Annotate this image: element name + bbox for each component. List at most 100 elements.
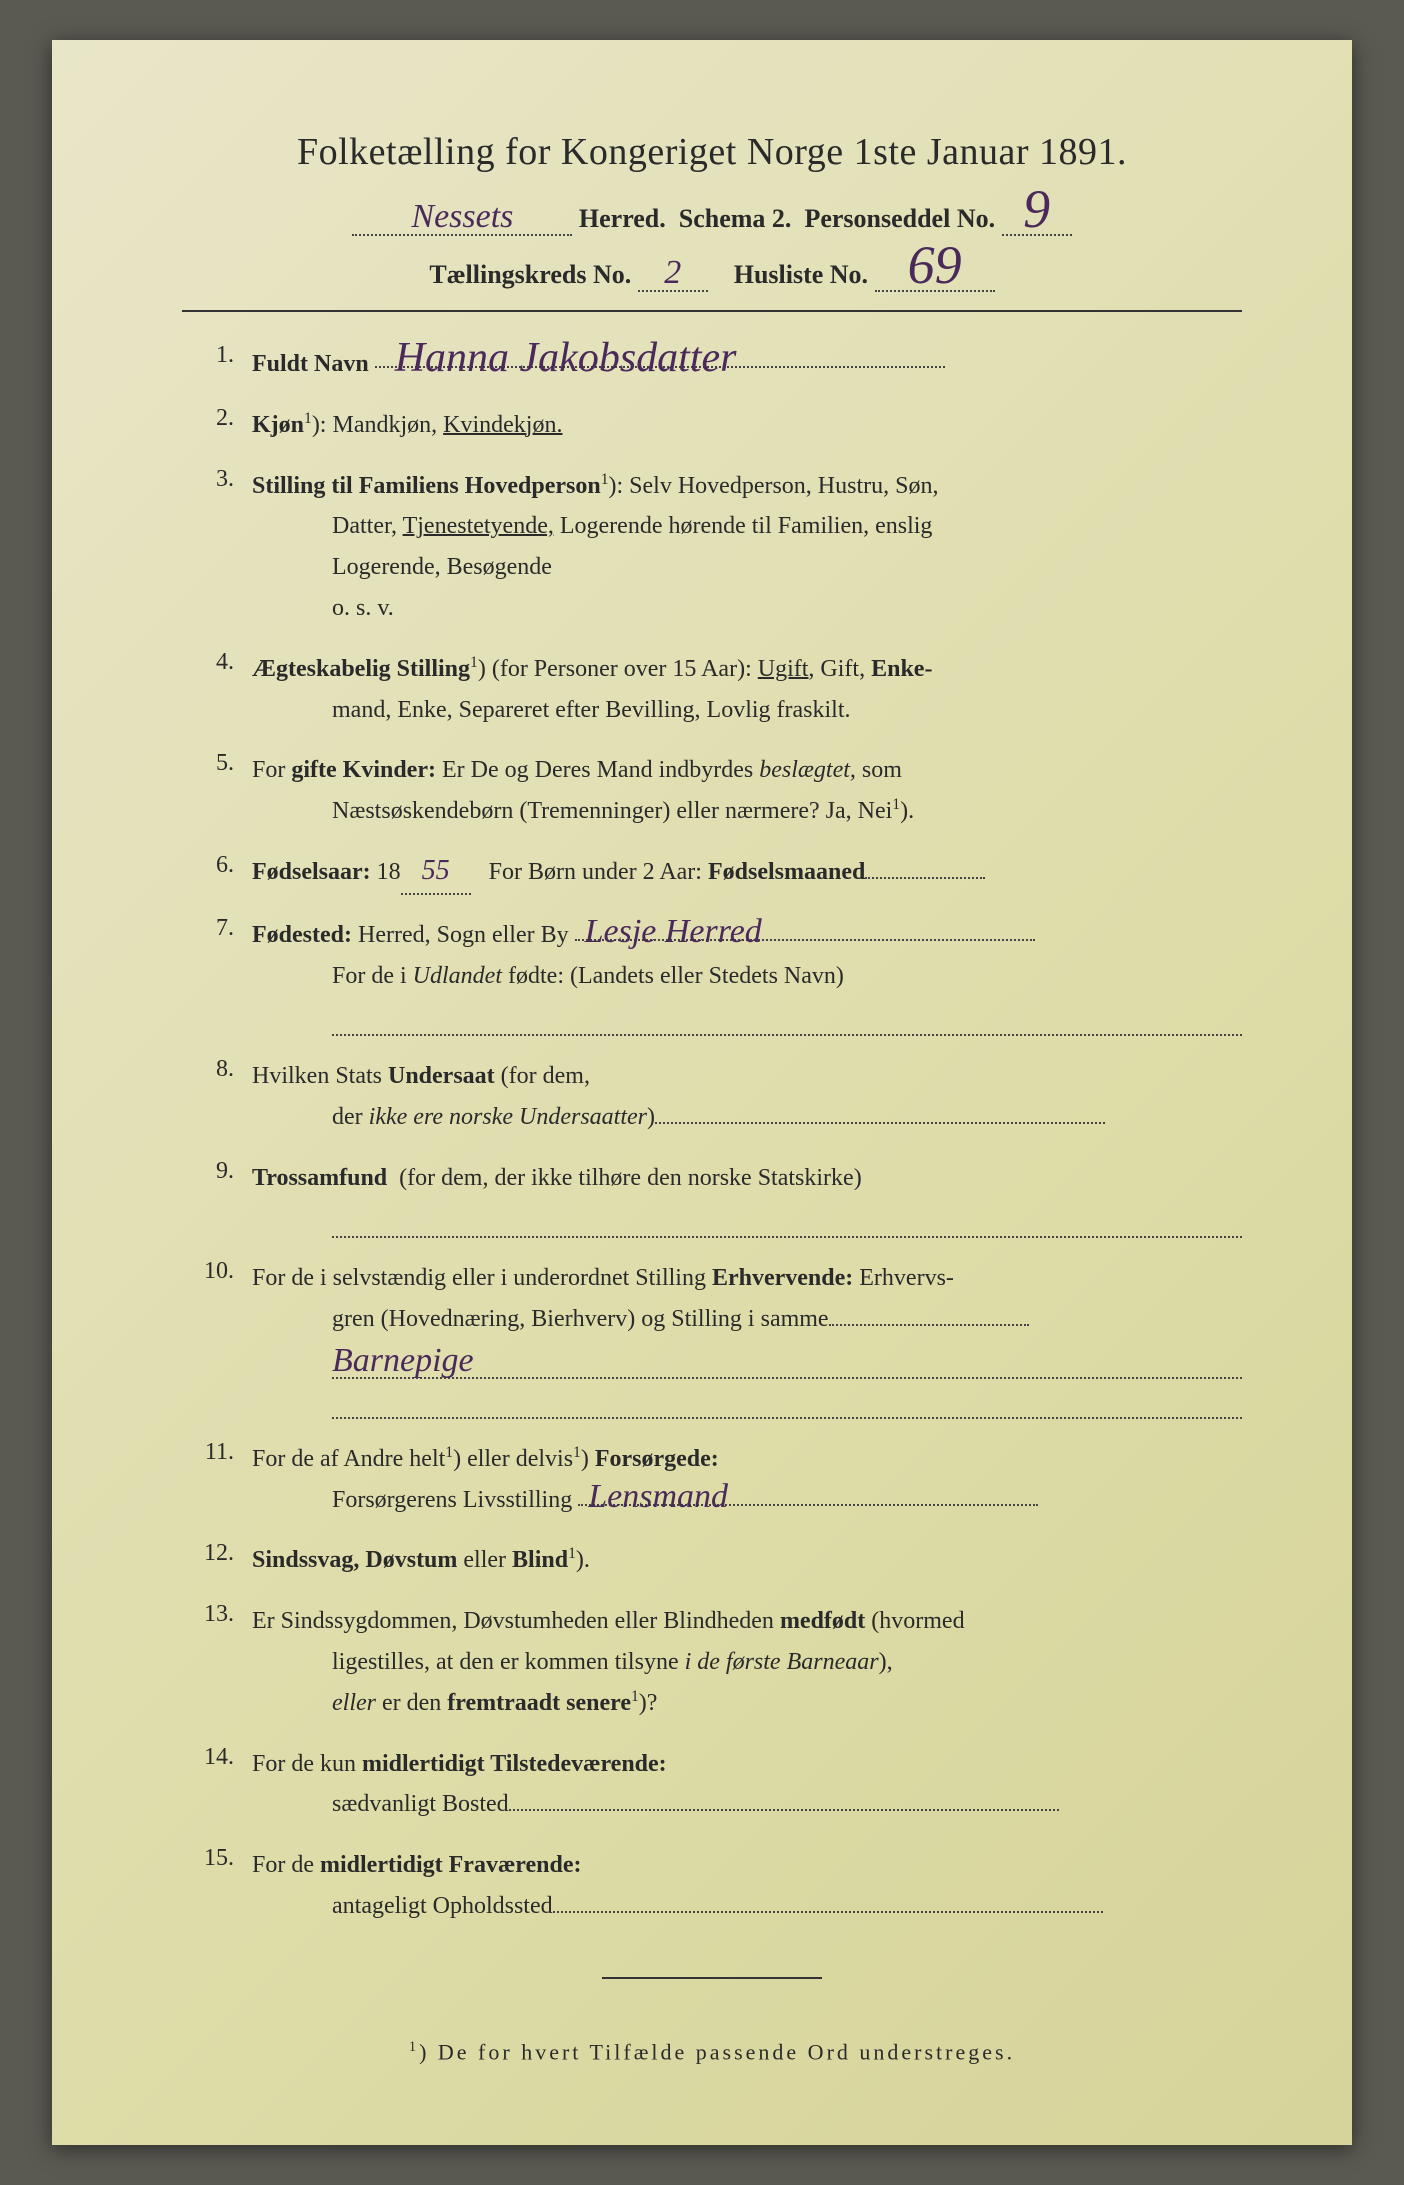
q13-label2: fremtraadt senere [447, 1690, 631, 1716]
personseddel-field: 9 [1002, 188, 1072, 236]
q13-italic1: i de første Barneaar [685, 1649, 879, 1675]
header-row-1: Nessets Herred. Schema 2. Personseddel N… [182, 188, 1242, 236]
q11: 11. For de af Andre helt1) eller delvis1… [182, 1439, 1242, 1521]
q5-italic1: beslægtet, [759, 757, 856, 783]
q9: 9. Trossamfund (for dem, der ikke tilhør… [182, 1158, 1242, 1238]
q13-label: medfødt [780, 1608, 865, 1634]
q4-num: 4. [182, 649, 252, 676]
q11-text4: Forsørgerens Livsstilling [332, 1487, 572, 1513]
q2: 2. Kjøn1): Mandkjøn, Kvindekjøn. [182, 405, 1242, 446]
q4-text1: (for Personer over 15 Aar): [492, 656, 752, 682]
q13-text2: (hvormed [871, 1608, 964, 1634]
q1-label: Fuldt Navn [252, 351, 369, 377]
q8-end: ) [647, 1104, 655, 1130]
q7-text3: fødte: (Landets eller Stedets Navn) [508, 963, 844, 989]
husliste-label: Husliste No. [734, 260, 868, 289]
q7-blank-line [332, 1000, 1242, 1036]
footnote-rule [602, 1977, 822, 1979]
q14-text2: sædvanligt Bosted [332, 1791, 509, 1817]
q4-opt-underlined: Ugift, [758, 656, 815, 682]
q12-label2: Blind [512, 1547, 568, 1573]
q10-value: Barnepige [332, 1342, 474, 1379]
q10-text2: Erhvervs- [859, 1265, 954, 1291]
q3-num: 3. [182, 466, 252, 493]
q7-italic1: Udlandet [413, 963, 502, 989]
husliste-field: 69 [875, 244, 995, 292]
q8-num: 8. [182, 1056, 252, 1083]
q1-value: Hanna Jakobsdatter [395, 335, 737, 381]
q13-num: 13. [182, 1601, 252, 1628]
q10-num: 10. [182, 1258, 252, 1285]
q6-label: Fødselsaar: [252, 859, 371, 885]
q5-sup: 1 [892, 796, 900, 813]
q11-label: Forsørgede: [595, 1446, 719, 1472]
q8: 8. Hvilken Stats Undersaat (for dem, der… [182, 1056, 1242, 1138]
q6-num: 6. [182, 852, 252, 879]
q8-field [655, 1098, 1105, 1124]
q7-num: 7. [182, 915, 252, 942]
q5: 5. For gifte Kvinder: Er De og Deres Man… [182, 750, 1242, 832]
q1-field: Hanna Jakobsdatter [375, 342, 945, 368]
kreds-field: 2 [638, 259, 708, 292]
q11-text3: ) [581, 1446, 589, 1472]
q5-label: gifte Kvinder: [291, 757, 436, 783]
q6-text1: For Børn under 2 Aar: [489, 859, 702, 885]
census-form-page: Folketælling for Kongeriget Norge 1ste J… [52, 40, 1352, 2145]
q1: 1. Fuldt Navn Hanna Jakobsdatter [182, 342, 1242, 385]
q9-num: 9. [182, 1158, 252, 1185]
q15-num: 15. [182, 1845, 252, 1872]
q13-end: )? [639, 1690, 658, 1716]
q8-label: Undersaat [388, 1063, 495, 1089]
q7-label: Fødested: [252, 922, 352, 948]
q3: 3. Stilling til Familiens Hovedperson1):… [182, 466, 1242, 629]
q4-text2: Gift, [820, 656, 865, 682]
q5-text2: Er De og Deres Mand indbyrdes [442, 757, 753, 783]
q2-label: Kjøn [252, 412, 304, 438]
q3-text1: Selv Hovedperson, Hustru, Søn, [629, 473, 938, 499]
q6-year-value: 55 [422, 855, 450, 886]
herred-field: Nessets [352, 203, 572, 236]
q4-label: Ægteskabelig Stilling [252, 656, 470, 682]
q11-text2: ) eller delvis [453, 1446, 573, 1472]
q8-text2: (for dem, [501, 1063, 590, 1089]
q10-value-line: Barnepige [332, 1344, 1242, 1380]
page-title: Folketælling for Kongeriget Norge 1ste J… [182, 130, 1242, 174]
q3-label: Stilling til Familiens Hovedperson [252, 473, 601, 499]
herred-value: Nessets [411, 198, 513, 235]
q3-text2: Datter, [332, 513, 397, 539]
q3-sup: 1 [601, 471, 609, 488]
q5-text1: For [252, 757, 285, 783]
q15-field [553, 1887, 1103, 1913]
q12: 12. Sindssvag, Døvstum eller Blind1). [182, 1540, 1242, 1581]
q14-num: 14. [182, 1744, 252, 1771]
footnote-sup: 1 [409, 2039, 419, 2055]
q8-text3: der [332, 1104, 363, 1130]
q15-label: midlertidigt Fraværende: [320, 1852, 582, 1878]
q12-label: Sindssvag, Døvstum [252, 1547, 457, 1573]
q11-sup1: 1 [445, 1444, 453, 1461]
header-row-2: Tællingskreds No. 2 Husliste No. 69 [182, 244, 1242, 292]
q15-text2: antageligt Opholdssted [332, 1893, 553, 1919]
q14-label: midlertidigt Tilstedeværende: [362, 1751, 667, 1777]
q5-text3: som [862, 757, 902, 783]
footnote-text: ) De for hvert Tilfælde passende Ord und… [419, 2039, 1015, 2064]
q5-end: ). [900, 798, 914, 824]
q2-sup: 1 [304, 410, 312, 427]
q10-blank-line [332, 1383, 1242, 1419]
q4-text4: mand, Enke, Separeret efter Bevilling, L… [332, 690, 1242, 731]
q6-year-field: 55 [401, 852, 471, 895]
q4-text3: Enke- [871, 656, 932, 682]
q13-text1: Er Sindssygdommen, Døvstumheden eller Bl… [252, 1608, 774, 1634]
q14-text1: For de kun [252, 1751, 356, 1777]
q13-text4: ), [879, 1649, 893, 1675]
q11-sup2: 1 [573, 1444, 581, 1461]
q4-sup: 1 [470, 654, 478, 671]
q12-num: 12. [182, 1540, 252, 1567]
q1-num: 1. [182, 342, 252, 369]
kreds-label: Tællingskreds No. [429, 260, 631, 289]
q7-text1: Herred, Sogn eller By [358, 922, 569, 948]
q10-label: Erhvervende: [712, 1265, 853, 1291]
q14: 14. For de kun midlertidigt Tilstedevære… [182, 1744, 1242, 1826]
q5-text4: Næstsøskendebørn (Tremenninger) eller næ… [332, 798, 892, 824]
q2-colon: ): [312, 412, 327, 438]
